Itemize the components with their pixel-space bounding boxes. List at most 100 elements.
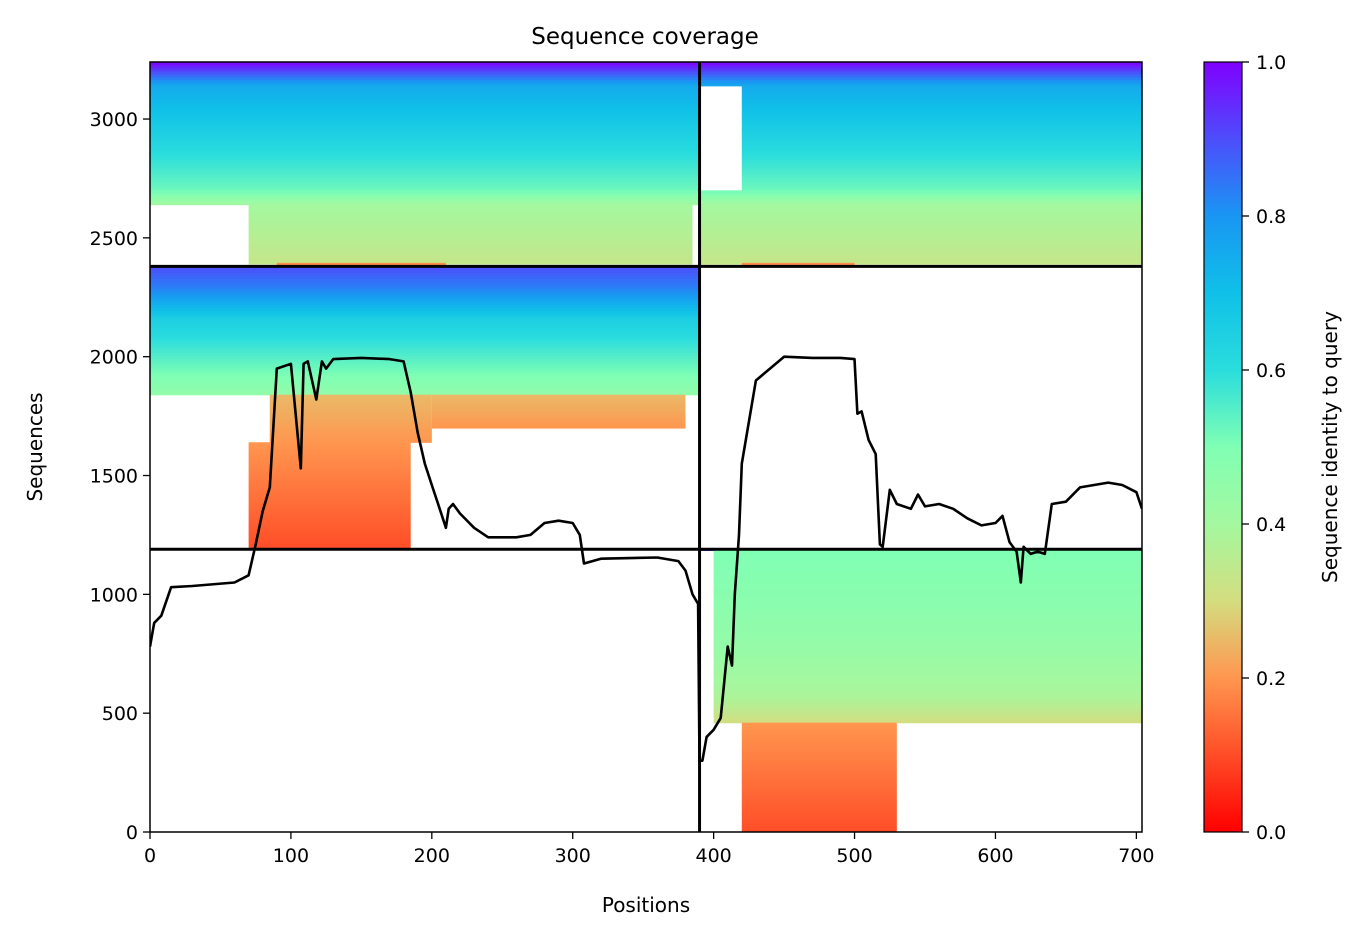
coverage-strip: [713, 662, 1142, 666]
coverage-strip: [741, 725, 897, 730]
colorbar-label: Sequence identity to query: [1318, 311, 1342, 583]
coverage-strip: [150, 324, 700, 328]
coverage-strip: [248, 518, 411, 522]
coverage-strip: [150, 372, 700, 376]
coverage-strip: [699, 235, 1142, 240]
coverage-strip: [150, 187, 700, 191]
coverage-strip: [713, 611, 1142, 615]
coverage-strip: [150, 298, 700, 303]
coverage-strip: [741, 826, 897, 830]
y-tick-label: 2500: [90, 228, 138, 250]
coverage-strip: [713, 602, 1142, 606]
coverage-strip: [741, 762, 897, 767]
coverage-strip: [699, 224, 1142, 228]
coverage-line-layer: [150, 355, 1142, 763]
coverage-strip: [713, 656, 1142, 661]
coverage-strip: [248, 501, 411, 505]
coverage-strip: [699, 232, 1142, 237]
coverage-strip: [150, 153, 700, 158]
coverage-strip: [699, 249, 1142, 254]
coverage-strip: [713, 622, 1142, 627]
coverage-strip: [248, 521, 411, 525]
coverage-strip: [150, 193, 700, 197]
coverage-strip: [741, 739, 897, 744]
coverage-strip: [150, 383, 700, 387]
x-axis-ticks: 0 100 200 300 400 500 600 700: [144, 832, 1154, 867]
coverage-strip: [150, 355, 700, 359]
block-middle-left: [150, 266, 700, 550]
coverage-strip: [150, 70, 700, 75]
coverage-strip: [699, 218, 1142, 223]
coverage-strip: [248, 532, 411, 536]
y-tick-label: 3000: [90, 109, 138, 131]
y-tick-label: 0: [126, 822, 138, 844]
coverage-strip: [248, 230, 693, 234]
coverage-strip: [248, 261, 693, 265]
coverage-strip: [713, 698, 1142, 703]
coverage-strip: [431, 411, 686, 415]
coverage-line: [150, 355, 1142, 763]
coverage-strip: [150, 147, 700, 152]
coverage-strip: [150, 167, 700, 172]
coverage-strip: [150, 318, 700, 323]
coverage-strip: [248, 207, 693, 211]
coverage-strip: [741, 734, 897, 738]
coverage-strip: [150, 173, 700, 177]
x-tick-label: 100: [273, 845, 309, 867]
coverage-strip: [150, 142, 700, 146]
coverage-strip: [699, 190, 1142, 194]
y-axis-ticks: 0 500 1000 1500 2000 2500 3000: [90, 109, 150, 844]
block-top-right: [699, 62, 1142, 267]
coverage-strip: [269, 414, 432, 418]
coverage-strip: [150, 278, 700, 282]
coverage-strip: [150, 272, 700, 276]
coverage-strip: [431, 422, 686, 426]
coverage-strip: [150, 352, 700, 356]
coverage-strip: [150, 358, 700, 362]
coverage-strip: [150, 338, 700, 342]
coverage-strip: [150, 341, 700, 345]
coverage-strip: [150, 307, 700, 311]
coverage-strip: [248, 232, 693, 237]
coverage-strip: [699, 252, 1142, 257]
coverage-strip: [150, 266, 700, 270]
coverage-strip: [713, 713, 1142, 718]
coverage-strip: [150, 85, 700, 90]
coverage-strip: [150, 360, 700, 365]
coverage-strip: [431, 403, 686, 407]
coverage-strip: [741, 136, 1142, 141]
coverage-strip: [699, 221, 1142, 225]
coverage-strip: [150, 102, 700, 107]
coverage-strip: [713, 593, 1142, 598]
coverage-strip: [248, 495, 411, 500]
coverage-strip: [150, 62, 700, 66]
coverage-strip: [150, 369, 700, 373]
coverage-strip: [713, 659, 1142, 664]
coverage-strip: [741, 800, 897, 804]
coverage-strip: [269, 425, 432, 429]
coverage-strip: [150, 196, 700, 200]
coverage-strip: [741, 125, 1142, 129]
coverage-strip: [741, 187, 1142, 191]
coverage-strip: [248, 509, 411, 514]
coverage-strip: [713, 550, 1142, 554]
coverage-strip: [713, 619, 1142, 624]
coverage-strip: [269, 417, 432, 421]
coverage-strip: [713, 573, 1142, 578]
x-tick-label: 700: [1118, 845, 1154, 867]
coverage-strip: [248, 512, 411, 517]
coverage-strip: [248, 490, 411, 494]
coverage-strip: [713, 668, 1142, 672]
coverage-strip: [248, 218, 693, 223]
coverage-strip: [741, 777, 897, 781]
coverage-strip: [248, 470, 411, 474]
coverage-strip: [150, 139, 700, 143]
coverage-strip: [713, 559, 1142, 563]
colorbar-tick-label: 1.0: [1256, 52, 1286, 74]
coverage-strip: [248, 227, 693, 231]
coverage-strip: [150, 346, 700, 351]
coverage-strip: [150, 190, 700, 194]
coverage-strip: [248, 447, 411, 452]
coverage-strip: [150, 201, 700, 206]
coverage-strip: [150, 391, 700, 396]
